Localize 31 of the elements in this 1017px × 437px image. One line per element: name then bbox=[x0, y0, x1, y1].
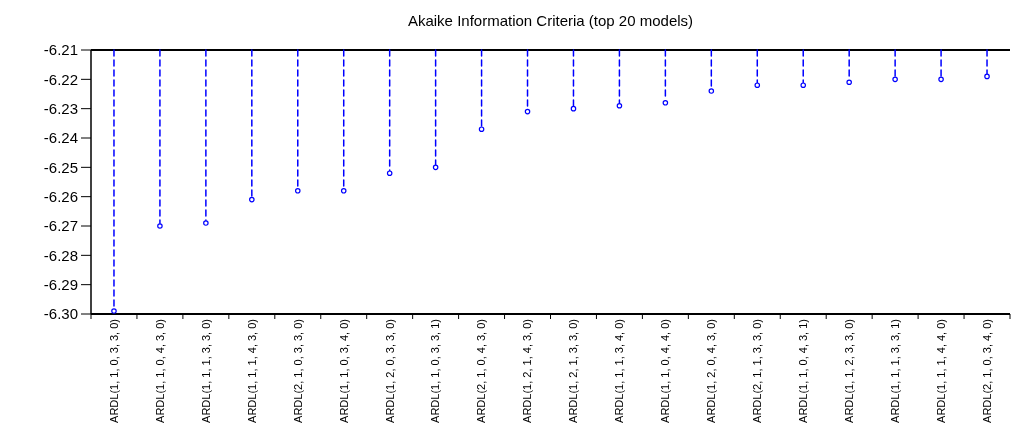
x-tick-label: ARDL(1, 1, 2, 3, 3, 0) bbox=[843, 319, 856, 423]
y-tick-label: -6.22 bbox=[43, 70, 78, 88]
y-tick-label: -6.29 bbox=[43, 275, 78, 293]
x-tick-label: ARDL(1, 1, 1, 4, 4, 0) bbox=[934, 319, 947, 423]
y-tick-label: -6.21 bbox=[43, 41, 78, 59]
y-tick-label: -6.30 bbox=[43, 305, 78, 323]
y-tick-label: -6.28 bbox=[43, 246, 78, 264]
x-tick-label: ARDL(1, 1, 1, 3, 4, 0) bbox=[613, 319, 626, 423]
x-tick-label: ARDL(1, 1, 0, 4, 3, 0) bbox=[153, 319, 166, 423]
y-tick-label: -6.27 bbox=[43, 217, 78, 235]
x-tick-label: ARDL(1, 1, 0, 3, 3, 0) bbox=[107, 319, 120, 423]
y-tick-label: -6.26 bbox=[43, 187, 78, 205]
x-tick-label: ARDL(1, 1, 1, 4, 3, 0) bbox=[245, 319, 258, 423]
chart-title: Akaike Information Criteria (top 20 models) bbox=[407, 12, 694, 29]
y-tick-label: -6.25 bbox=[43, 158, 78, 176]
y-tick-label: -6.23 bbox=[43, 99, 78, 117]
x-tick-label: ARDL(1, 2, 0, 3, 3, 0) bbox=[383, 319, 396, 423]
x-tick-label: ARDL(1, 1, 0, 3, 4, 0) bbox=[337, 319, 350, 423]
x-tick-label: ARDL(1, 2, 1, 3, 3, 0) bbox=[567, 319, 580, 423]
x-tick-label: ARDL(1, 2, 1, 4, 3, 0) bbox=[521, 319, 534, 423]
y-tick-label: -6.24 bbox=[43, 129, 78, 147]
x-tick-label: ARDL(1, 1, 0, 3, 3, 1) bbox=[429, 319, 442, 423]
x-tick-label: ARDL(2, 1, 0, 4, 3, 0) bbox=[475, 319, 488, 423]
x-tick-label: ARDL(1, 1, 1, 3, 3, 1) bbox=[888, 319, 901, 423]
x-tick-label: ARDL(1, 2, 0, 4, 3, 0) bbox=[705, 319, 718, 423]
x-tick-label: ARDL(1, 1, 0, 4, 3, 1) bbox=[797, 319, 810, 423]
x-tick-label: ARDL(1, 1, 1, 3, 3, 0) bbox=[199, 319, 212, 423]
x-tick-label: ARDL(1, 1, 0, 4, 4, 0) bbox=[659, 319, 672, 423]
x-tick-label: ARDL(2, 1, 0, 3, 4, 0) bbox=[980, 319, 993, 423]
x-tick-label: ARDL(2, 1, 0, 3, 3, 0) bbox=[291, 319, 304, 423]
x-tick-label: ARDL(2, 1, 1, 3, 3, 0) bbox=[751, 319, 764, 423]
